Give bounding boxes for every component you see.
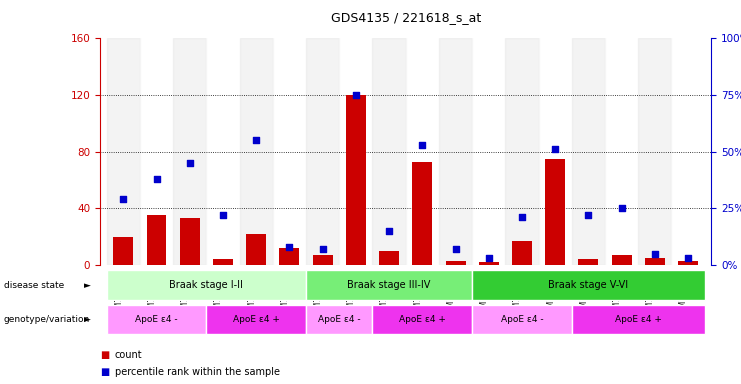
Point (450, 246, 462, 252)
Bar (306, 38, 339, 265)
Bar (346, 95, 366, 265)
Bar (445, 261, 465, 265)
Bar (472, 270, 705, 300)
Text: genotype/variation: genotype/variation (4, 315, 90, 324)
Bar (671, 38, 705, 265)
Text: ■: ■ (100, 350, 109, 360)
Bar (306, 305, 373, 334)
Bar (206, 305, 306, 334)
Bar (306, 270, 472, 300)
Bar (572, 38, 605, 265)
Bar (113, 237, 133, 265)
Bar (339, 38, 373, 265)
Text: ►: ► (84, 281, 90, 290)
Point (549, 146, 561, 152)
Bar (406, 38, 439, 265)
Text: count: count (115, 350, 142, 360)
Point (350, 92, 362, 98)
Bar (479, 262, 499, 265)
Bar (472, 305, 572, 334)
Text: percentile rank within the sample: percentile rank within the sample (115, 367, 280, 377)
Point (416, 142, 428, 148)
Bar (246, 234, 266, 265)
Bar (147, 215, 167, 265)
Point (516, 214, 528, 220)
Point (250, 137, 262, 144)
Bar (107, 270, 306, 300)
Text: Braak stage I-II: Braak stage I-II (170, 280, 243, 290)
Bar (678, 261, 698, 265)
Text: ApoE ε4 +: ApoE ε4 + (233, 315, 279, 324)
Bar (605, 38, 638, 265)
Text: ApoE ε4 +: ApoE ε4 + (399, 315, 446, 324)
Bar (439, 38, 472, 265)
Bar (545, 159, 565, 265)
Point (582, 212, 594, 218)
Bar (239, 38, 273, 265)
Bar (140, 38, 173, 265)
Point (649, 251, 661, 257)
Text: ■: ■ (100, 367, 109, 377)
Text: ►: ► (84, 315, 90, 324)
Bar (645, 258, 665, 265)
Text: ApoE ε4 +: ApoE ε4 + (615, 315, 662, 324)
Bar (273, 38, 306, 265)
Point (184, 160, 196, 166)
Point (383, 228, 395, 234)
Text: GDS4135 / 221618_s_at: GDS4135 / 221618_s_at (330, 12, 481, 25)
Point (616, 205, 628, 212)
Bar (505, 38, 539, 265)
Bar (539, 38, 572, 265)
Point (150, 176, 162, 182)
Bar (512, 241, 532, 265)
Bar (472, 38, 505, 265)
Bar (572, 305, 705, 334)
Point (117, 196, 129, 202)
Bar (173, 38, 206, 265)
Bar (638, 38, 671, 265)
Text: ApoE ε4 -: ApoE ε4 - (318, 315, 361, 324)
Bar (373, 38, 406, 265)
Bar (412, 162, 432, 265)
Text: ApoE ε4 -: ApoE ε4 - (501, 315, 543, 324)
Point (483, 255, 495, 261)
Bar (373, 305, 472, 334)
Point (217, 212, 229, 218)
Bar (279, 248, 299, 265)
Point (316, 246, 328, 252)
Point (284, 244, 296, 250)
Point (682, 255, 694, 261)
Bar (379, 251, 399, 265)
Bar (213, 259, 233, 265)
Text: ApoE ε4 -: ApoE ε4 - (135, 315, 178, 324)
Bar (611, 255, 631, 265)
Bar (579, 259, 599, 265)
Bar (206, 38, 239, 265)
Bar (107, 305, 206, 334)
Text: Braak stage V-VI: Braak stage V-VI (548, 280, 628, 290)
Text: disease state: disease state (4, 281, 64, 290)
Bar (180, 218, 200, 265)
Bar (313, 255, 333, 265)
Bar (107, 38, 140, 265)
Text: Braak stage III-IV: Braak stage III-IV (348, 280, 431, 290)
